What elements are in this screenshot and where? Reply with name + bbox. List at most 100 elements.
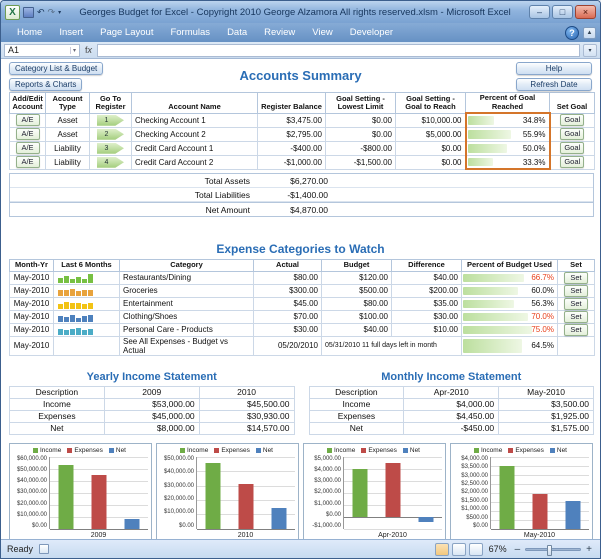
- data-bar: [463, 273, 525, 282]
- set-budget-button[interactable]: Set: [564, 297, 588, 310]
- go-to-register-button[interactable]: 1: [97, 114, 124, 126]
- sparkline-bar: [69, 303, 75, 309]
- monthly-income-statement: Monthly Income Statement Description Apr-…: [308, 371, 595, 435]
- sparkline-bar: [69, 289, 75, 296]
- legend-item: Income: [33, 447, 61, 454]
- percent-goal-cell: 50.0%: [464, 140, 551, 156]
- legend-swatch-net: [255, 447, 261, 453]
- zoom-level[interactable]: 67%: [488, 544, 507, 554]
- income-chart-may-2010: Income Expenses Net $4,000.00 $3,500.00 $3,00…: [450, 442, 593, 539]
- account-type: Liability: [45, 140, 90, 156]
- redo-icon[interactable]: ↷: [47, 7, 56, 17]
- restore-button[interactable]: □: [552, 5, 573, 19]
- income-statements: Yearly Income Statement Description 2009 2…: [9, 371, 594, 435]
- tab-page-layout[interactable]: Page Layout: [100, 26, 154, 38]
- see-all-expenses-link[interactable]: See All Expenses - Budget vs Actual: [119, 335, 254, 356]
- set-goal-button[interactable]: Goal: [560, 142, 585, 155]
- sparkline-bar: [75, 328, 81, 335]
- fx-icon[interactable]: fx: [85, 45, 93, 55]
- chart-gridline: [491, 474, 589, 476]
- set-goal-button[interactable]: Goal: [560, 114, 585, 127]
- goal-to-reach: $10,000.00: [395, 112, 466, 128]
- set-budget-button[interactable]: Set: [564, 310, 588, 323]
- legend-item: Net: [402, 447, 420, 454]
- sparkline-bar: [57, 289, 63, 296]
- excel-app-icon[interactable]: X: [5, 4, 20, 20]
- name-box[interactable]: A1 ▾: [4, 43, 80, 57]
- tab-data[interactable]: Data: [227, 26, 248, 38]
- chart-legend: Income Expenses Net: [11, 446, 148, 455]
- sparkline-bar: [81, 330, 87, 335]
- income-header-row: Description 2009 2010: [9, 385, 295, 399]
- chart-x-label: 2009: [90, 531, 107, 539]
- tab-formulas[interactable]: Formulas: [170, 26, 211, 38]
- six-month-sparkline: [57, 273, 116, 283]
- tab-home[interactable]: Home: [17, 26, 43, 38]
- go-to-register-button[interactable]: 4: [97, 156, 124, 168]
- set-goal-button[interactable]: Goal: [560, 156, 585, 169]
- zoom-out-button[interactable]: –: [514, 543, 521, 555]
- zoom-slider[interactable]: [525, 544, 582, 556]
- page-layout-view-icon[interactable]: [451, 542, 466, 556]
- ribbon-tab-bar: Home Insert Page Layout Formulas Data Re…: [1, 23, 600, 42]
- legend-swatch-net: [108, 447, 114, 453]
- tab-review[interactable]: Review: [264, 26, 296, 38]
- goal-lowest-limit: $0.00: [325, 126, 396, 142]
- refresh-date-button[interactable]: Refresh Date: [516, 78, 592, 91]
- add-edit-account-button[interactable]: A/E: [15, 156, 40, 169]
- add-edit-account-button[interactable]: A/E: [15, 142, 40, 155]
- tab-insert[interactable]: Insert: [59, 26, 84, 38]
- chart-plot-area: [49, 456, 148, 530]
- help-button[interactable]: Help: [516, 62, 592, 75]
- chart-legend: Income Expenses Net: [452, 446, 589, 455]
- account-type: Liability: [45, 154, 90, 170]
- tab-view[interactable]: View: [312, 26, 333, 38]
- formula-input[interactable]: [97, 43, 580, 57]
- set-budget-button[interactable]: Set: [564, 271, 588, 284]
- undo-icon[interactable]: ↶: [37, 7, 45, 17]
- reports-charts-button[interactable]: Reports & Charts: [9, 78, 83, 91]
- name-box-dropdown-icon[interactable]: ▾: [69, 46, 76, 54]
- tab-developer[interactable]: Developer: [349, 26, 394, 38]
- col-header: Month-Yr: [9, 259, 54, 272]
- qat-dropdown-icon[interactable]: ▾: [58, 9, 62, 16]
- minimize-ribbon-icon[interactable]: ▲: [583, 26, 596, 39]
- formula-bar-expand-icon[interactable]: ▾: [583, 43, 597, 57]
- total-row: Total Assets $6,270.00: [10, 174, 593, 189]
- set-budget-button[interactable]: Set: [564, 284, 588, 297]
- chart-x-label: May-2010: [523, 531, 556, 539]
- help-icon[interactable]: ?: [565, 25, 579, 40]
- add-edit-account-button[interactable]: A/E: [15, 114, 40, 127]
- expense-summary-row: May-2010 See All Expenses - Budget vs Ac…: [9, 335, 595, 356]
- sparkline-bar: [87, 303, 93, 309]
- window-controls: – □ ×: [529, 5, 596, 19]
- col-header: Goal Setting - Goal to Reach: [395, 92, 466, 114]
- percent-budget-cell: 75.0%: [461, 322, 558, 337]
- category-list-budget-button[interactable]: Category List & Budget: [9, 62, 104, 75]
- set-budget-button[interactable]: Set: [564, 323, 588, 336]
- percent-budget-cell: 56.3%: [461, 296, 558, 311]
- add-edit-account-button[interactable]: A/E: [15, 128, 40, 141]
- quick-access-toolbar: X ↶ ↷ ▾: [5, 4, 62, 20]
- register-balance: -$400.00: [257, 140, 326, 156]
- sparkline-bar: [57, 316, 63, 322]
- window-title: Georges Budget for Excel - Copyright 201…: [79, 6, 511, 18]
- minimize-button[interactable]: –: [529, 5, 550, 19]
- save-icon[interactable]: [23, 6, 34, 18]
- set-goal-button[interactable]: Goal: [560, 128, 585, 141]
- sparkline-bar: [75, 276, 81, 283]
- chart-gridline: [491, 456, 589, 458]
- percent-budget-cell: 60.0%: [461, 283, 558, 298]
- register-balance: -$1,000.00: [257, 154, 326, 170]
- account-row: A/E Liability 4 Credit Card Account 2 -$…: [9, 154, 595, 171]
- normal-view-icon[interactable]: [434, 542, 449, 556]
- zoom-in-button[interactable]: +: [586, 543, 592, 555]
- go-to-register-button[interactable]: 3: [97, 142, 124, 154]
- page-break-view-icon[interactable]: [468, 542, 483, 556]
- chart-gridline: [491, 483, 589, 485]
- macro-record-icon[interactable]: [39, 544, 50, 554]
- go-to-register-button[interactable]: 2: [97, 128, 124, 140]
- zoom-slider-thumb[interactable]: [546, 544, 552, 556]
- chart-gridline: [50, 468, 148, 470]
- close-button[interactable]: ×: [575, 5, 596, 19]
